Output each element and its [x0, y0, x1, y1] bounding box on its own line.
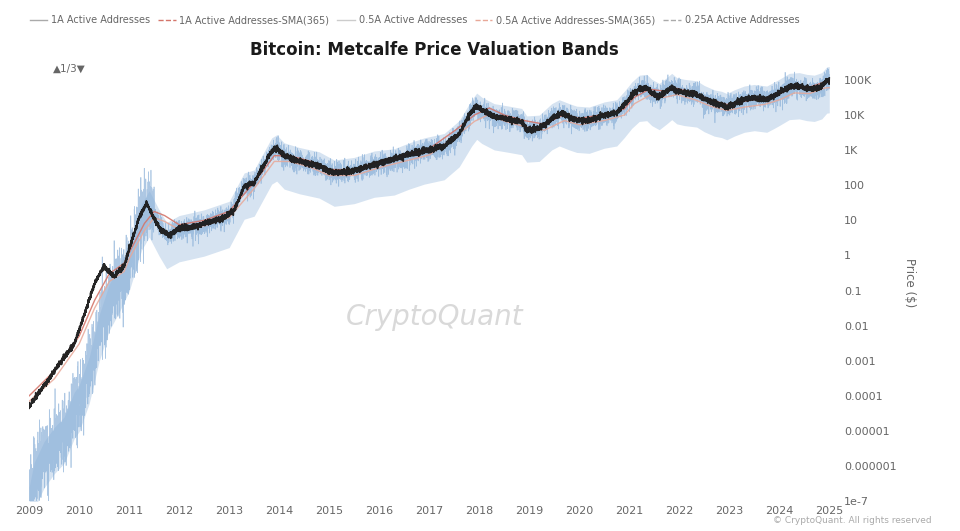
Text: © CryptoQuant. All rights reserved: © CryptoQuant. All rights reserved	[773, 516, 931, 525]
Legend: 1A Active Addresses, 1A Active Addresses-SMA(365), 0.5A Active Addresses, 0.5A A: 1A Active Addresses, 1A Active Addresses…	[26, 11, 804, 29]
Text: CryptoQuant: CryptoQuant	[346, 303, 523, 331]
Title: Bitcoin: Metcalfe Price Valuation Bands: Bitcoin: Metcalfe Price Valuation Bands	[250, 41, 618, 59]
Text: ▲1/3▼: ▲1/3▼	[53, 64, 85, 74]
Y-axis label: Price ($): Price ($)	[903, 258, 916, 307]
